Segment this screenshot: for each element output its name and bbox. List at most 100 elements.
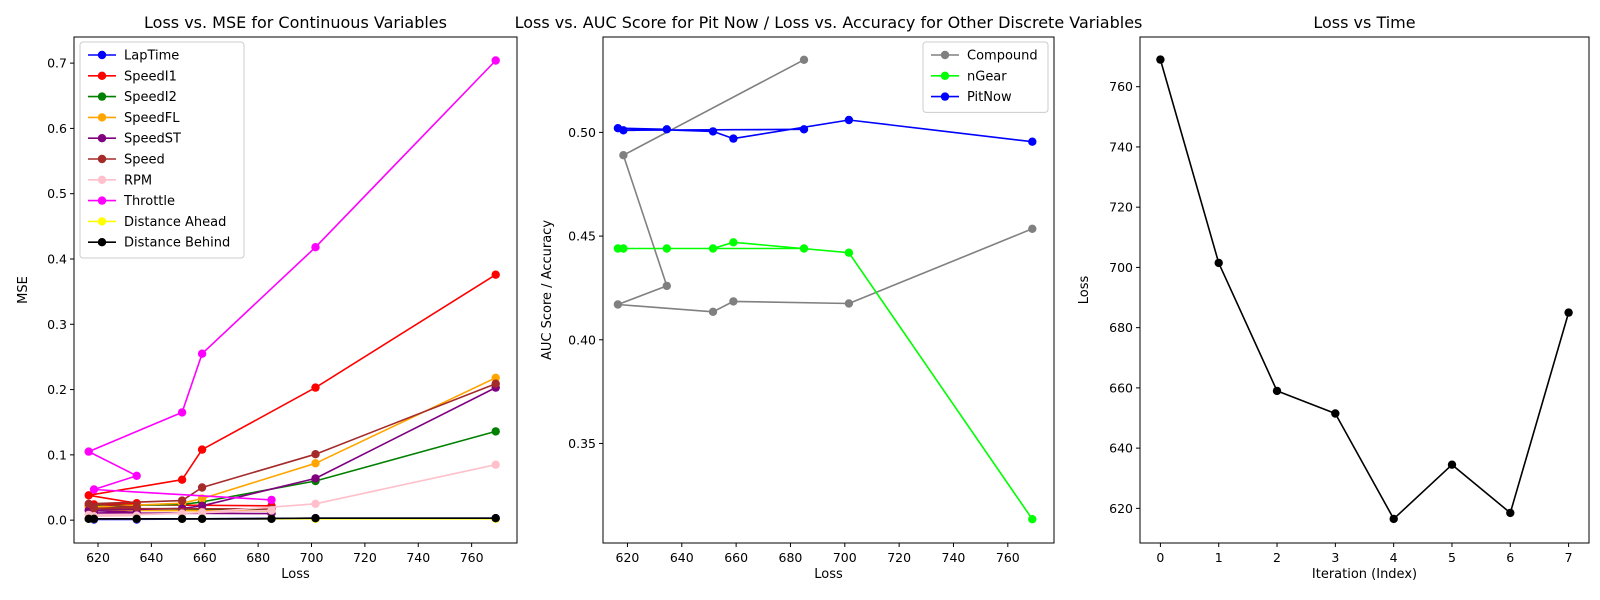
series-line-pitnow <box>617 119 1033 143</box>
series-rpm <box>84 460 500 521</box>
y-tick-label: 0.2 <box>47 382 67 397</box>
legend-swatch-marker <box>97 154 107 164</box>
data-point <box>619 244 628 253</box>
data-point <box>844 248 854 257</box>
x-tick-label: 760 <box>460 550 484 565</box>
legend-label: PitNow <box>967 90 1012 105</box>
data-point <box>491 427 500 436</box>
legend-item-ngear: nGear <box>931 69 1007 84</box>
y-tick-label: 720 <box>1109 200 1133 215</box>
data-point <box>267 495 276 505</box>
x-tick-label: 700 <box>833 550 857 565</box>
legend-label: nGear <box>967 69 1007 84</box>
x-tick-label: 760 <box>996 550 1020 565</box>
legend-label: SpeedST <box>124 132 181 147</box>
y-tick-label: 0.5 <box>47 186 67 201</box>
series-line-distance-behind <box>87 517 496 520</box>
data-point <box>311 459 320 468</box>
data-point <box>89 485 99 494</box>
series-speedi1 <box>84 270 500 510</box>
series-line-throttle <box>87 59 497 501</box>
legend-label: Distance Behind <box>124 236 230 251</box>
data-point <box>177 408 187 417</box>
data-point <box>197 483 207 492</box>
legend-item-speedst: SpeedST <box>88 132 181 147</box>
series-line-loss <box>1159 59 1570 520</box>
legend-item-distance-ahead: Distance Ahead <box>88 215 226 230</box>
data-point <box>491 460 500 469</box>
legend-label: SpeedI1 <box>124 69 177 84</box>
y-tick-label: 0.45 <box>568 229 596 244</box>
data-point <box>844 115 854 125</box>
data-point <box>844 299 854 308</box>
data-point <box>708 307 718 316</box>
data-point <box>197 508 207 517</box>
data-point <box>84 491 93 500</box>
data-point <box>662 125 671 134</box>
data-point <box>491 514 500 523</box>
data-point <box>491 56 500 65</box>
legend-item-pitnow: PitNow <box>931 90 1012 105</box>
series-ngear <box>613 238 1037 524</box>
data-point <box>1389 514 1398 524</box>
data-point <box>177 496 187 505</box>
legend-item-speedi1: SpeedI1 <box>88 69 177 84</box>
y-tick-label: 0.35 <box>568 436 596 451</box>
y-tick-label: 0.7 <box>47 56 67 71</box>
legend-box <box>922 41 1049 113</box>
data-point <box>267 506 276 515</box>
chart-3: Loss vs Time 0 1 2 3 4 5 6 7 620 640 660 680 700 720 74… <box>1077 13 1590 582</box>
x-tick-label: 7 <box>1565 550 1573 565</box>
legend-item-speedi2: SpeedI2 <box>88 90 177 105</box>
legend-swatch-marker <box>97 175 107 184</box>
x-tick-label: 660 <box>724 550 748 565</box>
x-tick-label: 620 <box>86 550 110 565</box>
legend: LapTime SpeedI1 SpeedI2 SpeedFL SpeedST Speed… <box>79 41 245 259</box>
plot-frame <box>602 36 1055 544</box>
data-point <box>1331 409 1340 418</box>
data-point <box>267 514 276 523</box>
series-throttle <box>84 56 500 505</box>
data-point <box>311 514 320 523</box>
legend-label: Compound <box>967 49 1038 64</box>
data-point <box>708 127 718 136</box>
x-tick-label: 4 <box>1390 550 1398 565</box>
legend-swatch-marker <box>940 50 950 60</box>
legend-label: Throttle <box>123 194 175 209</box>
series-line-ngear <box>617 241 1033 520</box>
legend-swatch-marker <box>97 196 107 205</box>
y-tick-label: 0.3 <box>47 317 67 332</box>
data-point <box>197 514 207 523</box>
x-tick-label: 640 <box>670 550 694 565</box>
legend-swatch-marker <box>940 71 950 81</box>
y-tick-label: 700 <box>1109 260 1133 275</box>
data-point <box>619 126 628 135</box>
series-pitnow <box>613 115 1037 146</box>
chart-2: Loss vs. AUC Score for Pit Now / Loss vs… <box>515 13 1143 582</box>
data-point <box>729 297 738 306</box>
y-axis-label: AUC Score / Accuracy <box>540 220 555 360</box>
data-point <box>197 501 207 510</box>
x-tick-label: 1 <box>1215 550 1223 565</box>
data-point <box>311 243 320 252</box>
legend-label: RPM <box>124 173 152 188</box>
x-tick-label: 640 <box>139 550 163 565</box>
x-tick-label: 680 <box>779 550 803 565</box>
y-tick-label: 660 <box>1109 380 1133 395</box>
data-point <box>132 514 141 523</box>
data-point <box>1028 137 1037 146</box>
data-point <box>1028 515 1037 524</box>
data-point <box>1214 258 1223 268</box>
chart-title: Loss vs Time <box>1313 13 1415 32</box>
data-point <box>89 504 99 513</box>
y-tick-label: 640 <box>1109 441 1133 456</box>
x-tick-label: 3 <box>1331 550 1339 565</box>
chart-1: Loss vs. MSE for Continuous Variables 620… <box>16 13 518 582</box>
legend-item-rpm: RPM <box>88 173 152 188</box>
data-point <box>491 379 500 388</box>
y-tick-label: 0.50 <box>568 125 596 140</box>
legend-swatch-marker <box>97 134 107 143</box>
data-point <box>311 450 320 459</box>
x-tick-label: 720 <box>887 550 911 565</box>
